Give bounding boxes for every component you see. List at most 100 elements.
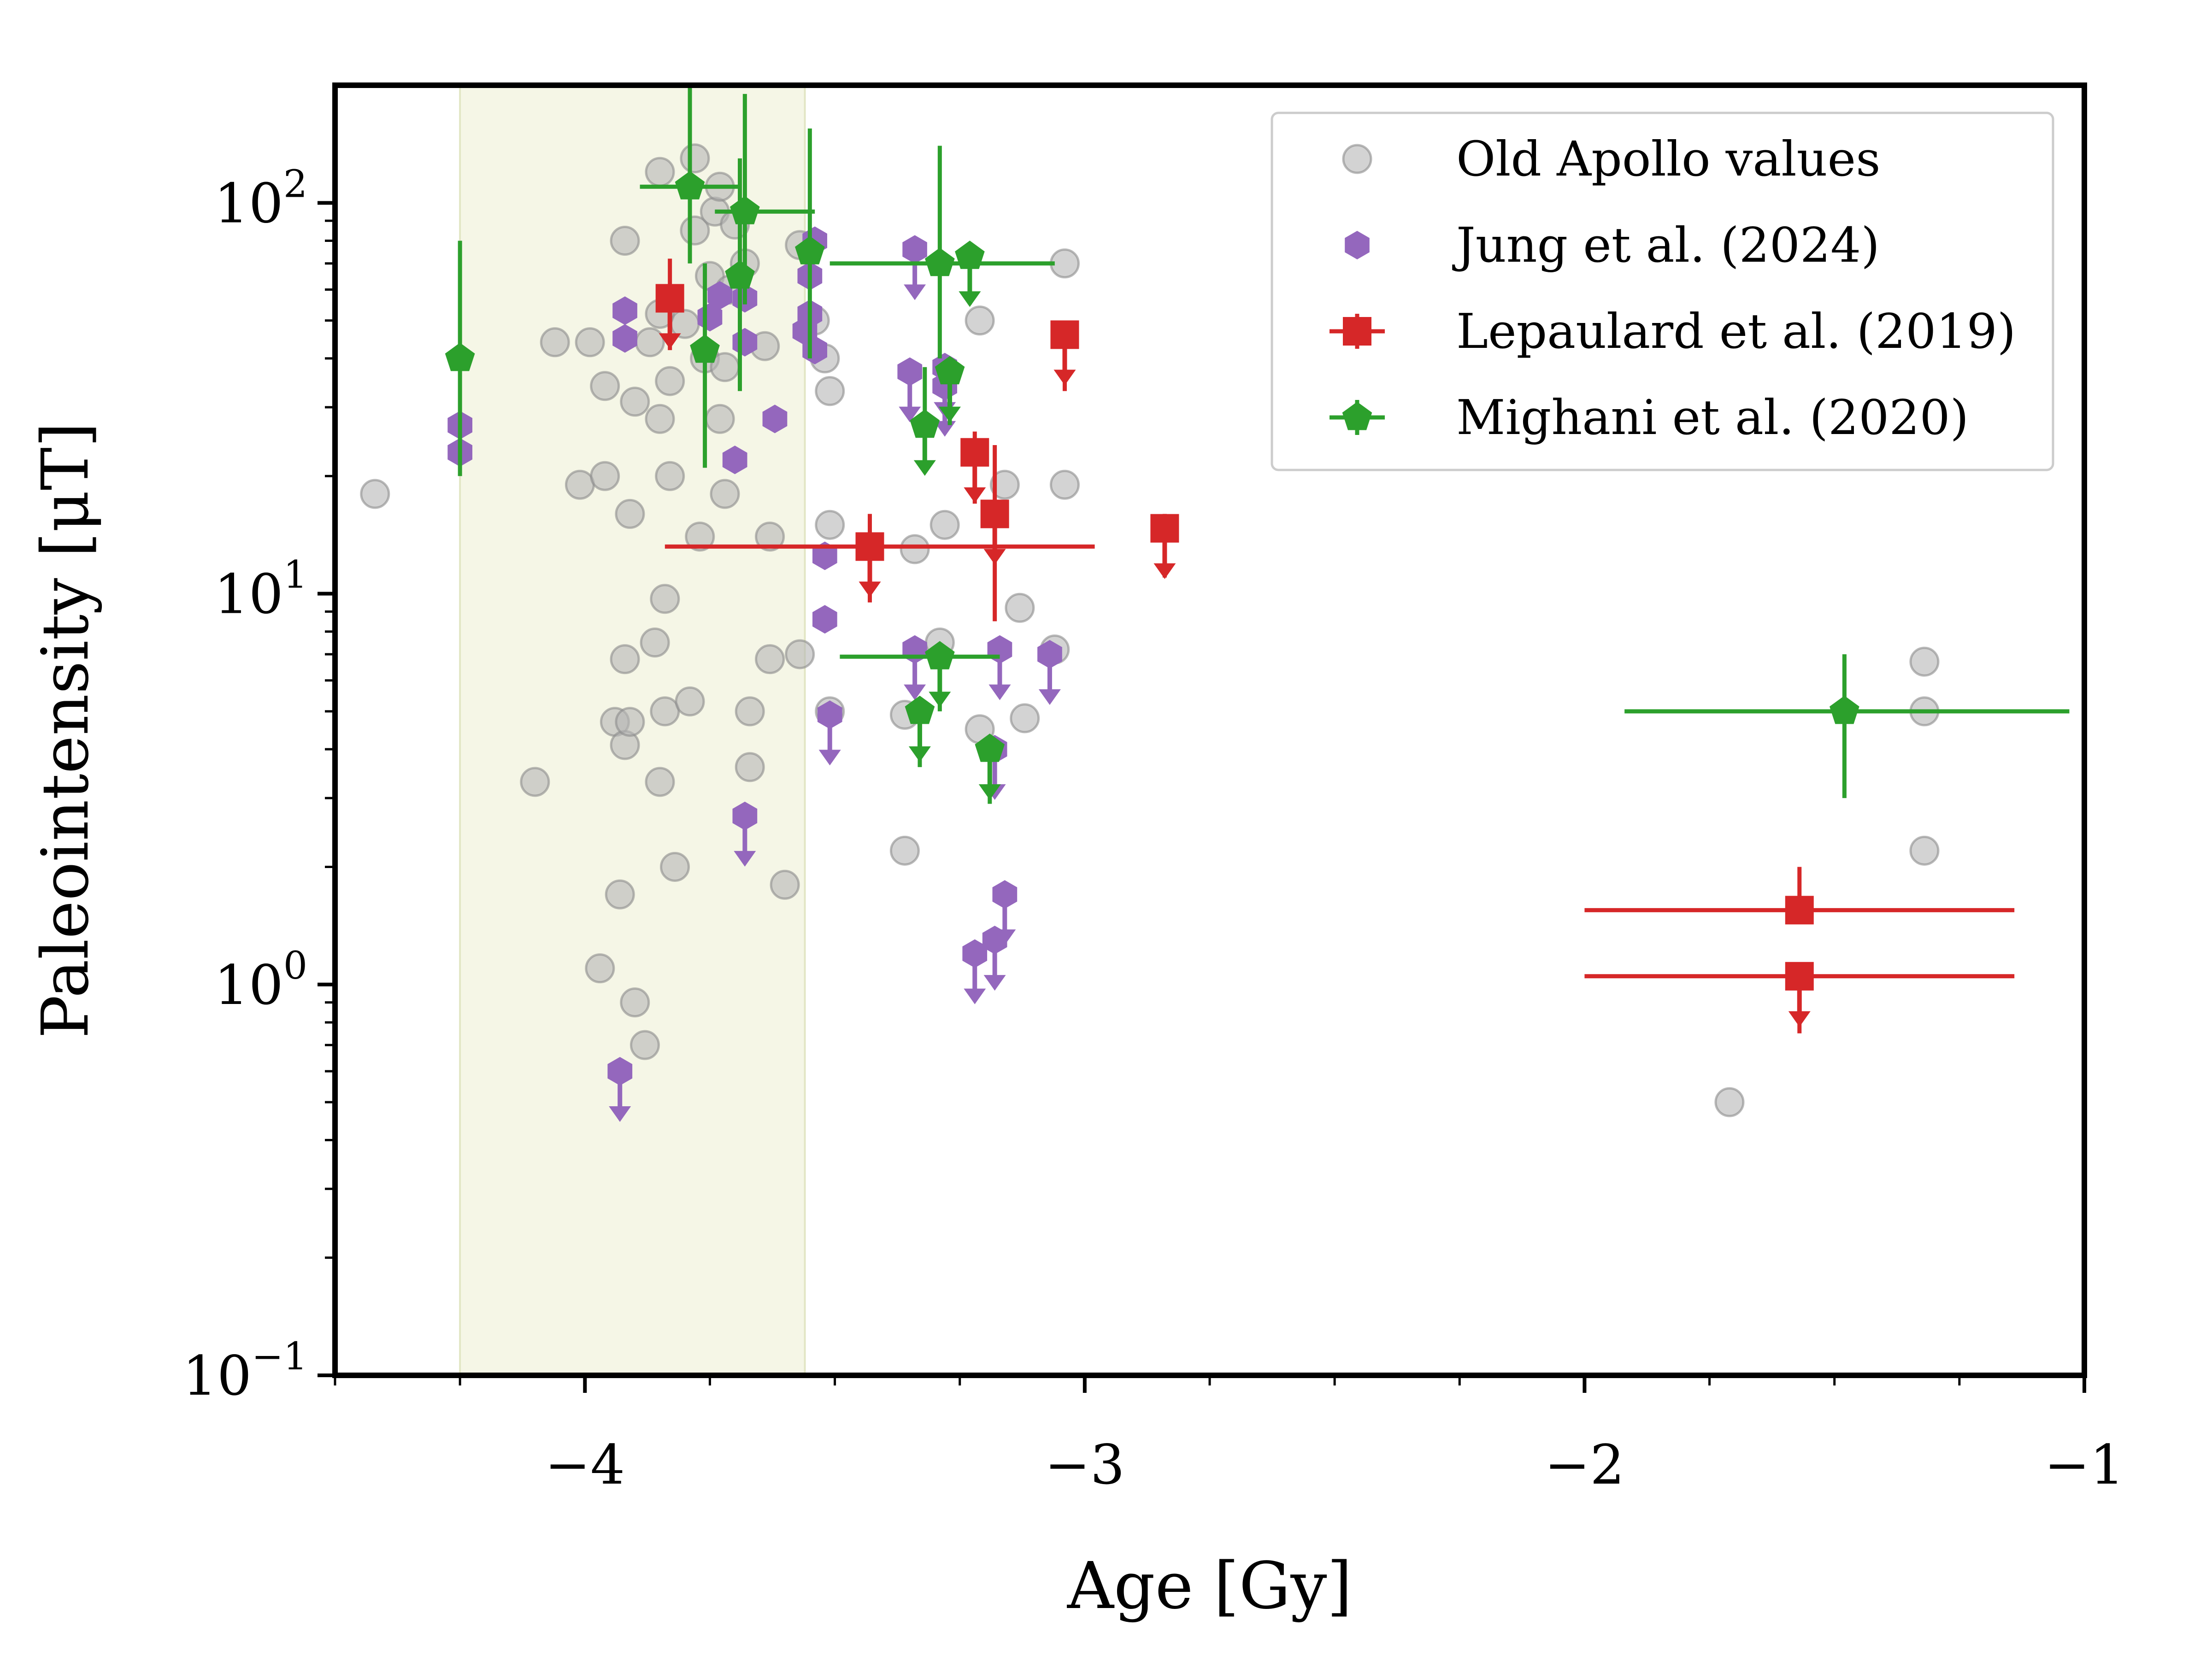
- jung-marker: [1037, 640, 1062, 669]
- mighani-marker: [975, 734, 1005, 762]
- mighani-point: [935, 356, 965, 425]
- old_apollo-point: [585, 953, 615, 984]
- old_apollo-point: [360, 479, 390, 509]
- mighani-marker: [690, 334, 720, 363]
- lepaulard-point: [1584, 962, 2015, 1033]
- old_apollo-point: [1049, 470, 1080, 500]
- mighani-marker: [935, 356, 965, 385]
- old_apollo-marker: [1909, 835, 1940, 866]
- upper-limit-arrow-head: [818, 750, 841, 766]
- old_apollo-point: [615, 499, 645, 529]
- upper-limit-arrow-head: [609, 1106, 631, 1122]
- old_apollo-point: [645, 404, 675, 434]
- jung-marker: [962, 939, 988, 968]
- legend-entry-lepaulard: Lepaulard et al. (2019): [1330, 303, 2016, 359]
- mighani-marker: [1830, 695, 1859, 724]
- legend-label: Old Apollo values: [1456, 131, 1881, 187]
- legend-entry-jung: Jung et al. (2024): [1345, 217, 1880, 273]
- old_apollo-marker: [785, 639, 815, 669]
- old_apollo-point: [610, 644, 640, 675]
- old_apollo-marker: [610, 644, 640, 675]
- old_apollo-point: [675, 686, 705, 716]
- old_apollo-marker: [755, 522, 785, 552]
- upper-limit-arrow-head: [939, 406, 961, 423]
- upper-limit-arrow-head: [904, 684, 926, 700]
- old_apollo-point: [815, 510, 845, 540]
- jung-marker: [707, 281, 732, 310]
- old_apollo-point: [1909, 835, 1940, 866]
- legend-label: Mighani et al. (2020): [1456, 389, 1969, 446]
- old_apollo-point: [965, 305, 995, 336]
- old_apollo-marker: [610, 226, 640, 256]
- old_apollo-point: [620, 387, 650, 417]
- old_apollo-marker: [540, 327, 570, 358]
- mighani-marker: [925, 247, 955, 276]
- jung-point: [612, 324, 637, 353]
- mighani-point: [910, 367, 940, 476]
- legend-marker-jung: [1345, 231, 1370, 259]
- old_apollo-marker: [900, 534, 930, 564]
- lepaulard-point: [665, 514, 1095, 603]
- jung-point: [962, 939, 988, 1004]
- old_apollo-marker: [965, 305, 995, 336]
- old_apollo-marker: [1049, 470, 1080, 500]
- jung-marker: [812, 541, 837, 570]
- jung-point: [707, 281, 732, 310]
- legend-entry-mighani: Mighani et al. (2020): [1330, 389, 1969, 446]
- mighani-marker: [675, 171, 705, 200]
- old_apollo-marker: [705, 404, 735, 434]
- old_apollo-point: [540, 327, 570, 358]
- lepaulard-marker: [1785, 896, 1814, 925]
- jung-marker: [732, 801, 758, 830]
- old_apollo-point: [645, 157, 675, 187]
- old_apollo-point: [575, 327, 605, 358]
- old_apollo-point: [710, 479, 740, 509]
- upper-limit-arrow-head: [908, 746, 931, 762]
- old_apollo-marker: [590, 371, 620, 401]
- old_apollo-marker: [615, 707, 645, 737]
- y-axis-label: Paleointensity [μT]: [28, 422, 103, 1039]
- old_apollo-marker: [680, 143, 710, 174]
- lepaulard-point: [1584, 867, 2015, 925]
- old_apollo-point: [815, 376, 845, 406]
- mighani-point: [725, 158, 755, 391]
- old_apollo-marker: [620, 387, 650, 417]
- upper-limit-arrow-head: [978, 784, 1001, 800]
- old_apollo-marker: [520, 767, 550, 797]
- mighani-point: [640, 85, 740, 264]
- old_apollo-marker: [1005, 593, 1035, 623]
- old_apollo-marker: [640, 628, 670, 658]
- y-tick-label: 100: [214, 944, 307, 1017]
- old_apollo-point: [590, 371, 620, 401]
- mighani-marker: [795, 236, 825, 264]
- old_apollo-point: [989, 470, 1020, 500]
- jung-point: [902, 235, 927, 300]
- upper-limit-arrow-head: [983, 975, 1006, 991]
- old_apollo-marker: [1049, 248, 1080, 279]
- upper-limit-arrow-head: [964, 988, 986, 1004]
- lepaulard-marker: [855, 532, 884, 561]
- y-tick-label: 10−1: [182, 1335, 307, 1408]
- upper-limit-arrow-head: [899, 406, 921, 423]
- old_apollo-marker: [989, 470, 1020, 500]
- jung-point: [612, 296, 637, 325]
- old_apollo-point: [900, 534, 930, 564]
- old_apollo-point: [635, 327, 665, 358]
- lepaulard-point: [1050, 320, 1079, 391]
- lepaulard-marker: [960, 438, 989, 467]
- lepaulard-point: [960, 431, 989, 504]
- old_apollo-marker: [1909, 646, 1940, 677]
- old_apollo-point: [755, 522, 785, 552]
- old_apollo-marker: [660, 851, 690, 882]
- old_apollo-point: [610, 226, 640, 256]
- upper-limit-arrow-head: [734, 851, 756, 867]
- old_apollo-marker: [360, 479, 390, 509]
- old_apollo-point: [1049, 248, 1080, 279]
- upper-limit-arrow-head: [1053, 370, 1076, 386]
- jung-point: [992, 880, 1018, 945]
- upper-limit-arrow-head: [659, 333, 681, 349]
- old_apollo-marker: [629, 1030, 660, 1060]
- lepaulard-point: [1150, 514, 1179, 579]
- jung-marker: [992, 880, 1018, 909]
- old_apollo-marker: [710, 479, 740, 509]
